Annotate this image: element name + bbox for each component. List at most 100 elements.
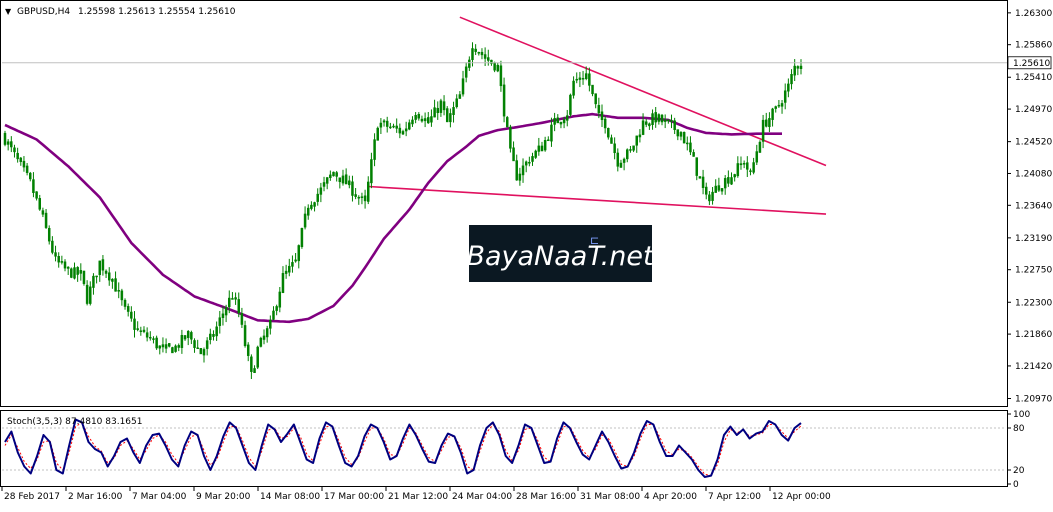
candle[interactable]: [389, 122, 392, 129]
candle[interactable]: [449, 108, 452, 128]
candle[interactable]: [57, 252, 60, 268]
candle[interactable]: [572, 76, 575, 99]
candle[interactable]: [765, 112, 768, 128]
candle[interactable]: [341, 169, 345, 186]
candle[interactable]: [537, 137, 541, 156]
candle[interactable]: [796, 65, 800, 76]
candle[interactable]: [477, 51, 481, 56]
candle[interactable]: [171, 346, 174, 354]
candle[interactable]: [246, 342, 250, 362]
candle[interactable]: [120, 288, 124, 306]
candle[interactable]: [344, 168, 348, 185]
candle[interactable]: [209, 328, 212, 345]
candle[interactable]: [600, 104, 604, 128]
candle[interactable]: [515, 154, 518, 181]
candle[interactable]: [272, 306, 275, 321]
candle[interactable]: [373, 133, 376, 167]
candle[interactable]: [275, 304, 278, 316]
main-panel[interactable]: [0, 0, 1008, 407]
candle[interactable]: [322, 176, 326, 192]
candle[interactable]: [155, 335, 158, 350]
candle[interactable]: [667, 119, 670, 124]
candle[interactable]: [259, 336, 263, 348]
candle[interactable]: [180, 329, 184, 354]
candle[interactable]: [452, 101, 455, 123]
candle[interactable]: [423, 112, 427, 128]
candle[interactable]: [752, 157, 755, 175]
candle[interactable]: [733, 173, 736, 182]
candle[interactable]: [761, 114, 765, 149]
candle[interactable]: [19, 157, 23, 166]
candle[interactable]: [553, 112, 556, 132]
candle[interactable]: [758, 140, 762, 153]
candle[interactable]: [591, 84, 594, 97]
candle[interactable]: [300, 227, 304, 249]
candle[interactable]: [351, 175, 354, 202]
candle[interactable]: [367, 176, 370, 205]
candle[interactable]: [597, 97, 601, 119]
candle[interactable]: [54, 245, 57, 262]
candle[interactable]: [376, 126, 379, 141]
candle[interactable]: [641, 113, 645, 136]
candle[interactable]: [780, 100, 784, 114]
candle[interactable]: [152, 336, 155, 344]
candle[interactable]: [22, 156, 26, 172]
candle[interactable]: [269, 315, 272, 335]
candle[interactable]: [142, 326, 146, 334]
candle[interactable]: [379, 118, 383, 135]
candle[interactable]: [695, 157, 699, 181]
candle[interactable]: [799, 59, 803, 75]
candle[interactable]: [610, 134, 613, 144]
candle[interactable]: [82, 270, 86, 286]
candle[interactable]: [455, 94, 458, 109]
candle[interactable]: [6, 139, 10, 151]
stoch-main-line[interactable]: [4, 418, 802, 478]
candle[interactable]: [663, 114, 667, 129]
candle[interactable]: [679, 131, 683, 141]
candle[interactable]: [221, 306, 225, 326]
candle[interactable]: [404, 121, 408, 137]
candle[interactable]: [212, 330, 215, 341]
candle[interactable]: [281, 266, 285, 294]
candle[interactable]: [414, 112, 417, 124]
candle[interactable]: [126, 303, 130, 317]
candle[interactable]: [395, 118, 398, 133]
candle[interactable]: [660, 113, 664, 126]
candle[interactable]: [704, 182, 708, 200]
candle[interactable]: [284, 264, 288, 279]
candle[interactable]: [44, 208, 48, 229]
candle[interactable]: [657, 113, 661, 125]
candle[interactable]: [505, 115, 509, 128]
candle[interactable]: [787, 78, 790, 98]
candle[interactable]: [427, 111, 430, 124]
candle[interactable]: [528, 156, 531, 167]
candle[interactable]: [360, 192, 364, 205]
candle[interactable]: [578, 71, 582, 88]
candle[interactable]: [354, 188, 357, 200]
candle[interactable]: [16, 147, 19, 163]
candle[interactable]: [689, 136, 692, 156]
price-axis[interactable]: 1.26300 1.25860 1.25410 1.24970 1.24520 1.240…: [2, 9, 1052, 405]
candle[interactable]: [306, 204, 310, 220]
chart-expand-icon[interactable]: ▼: [5, 7, 12, 16]
candle[interactable]: [619, 159, 623, 168]
candle[interactable]: [468, 56, 471, 72]
candle[interactable]: [329, 170, 332, 181]
candle[interactable]: [215, 321, 218, 341]
candle[interactable]: [92, 273, 95, 295]
candle[interactable]: [651, 109, 654, 130]
candle[interactable]: [673, 117, 676, 135]
candle[interactable]: [401, 129, 405, 136]
candle[interactable]: [768, 112, 771, 133]
candle[interactable]: [622, 157, 626, 171]
candle[interactable]: [588, 67, 591, 92]
candle[interactable]: [408, 119, 411, 131]
candle[interactable]: [114, 271, 117, 292]
candle[interactable]: [648, 122, 651, 130]
stoch-signal-line[interactable]: [4, 421, 802, 477]
candle[interactable]: [629, 145, 632, 153]
candle[interactable]: [777, 100, 781, 108]
candle[interactable]: [635, 135, 638, 153]
candle[interactable]: [739, 156, 743, 170]
candle[interactable]: [559, 121, 563, 129]
